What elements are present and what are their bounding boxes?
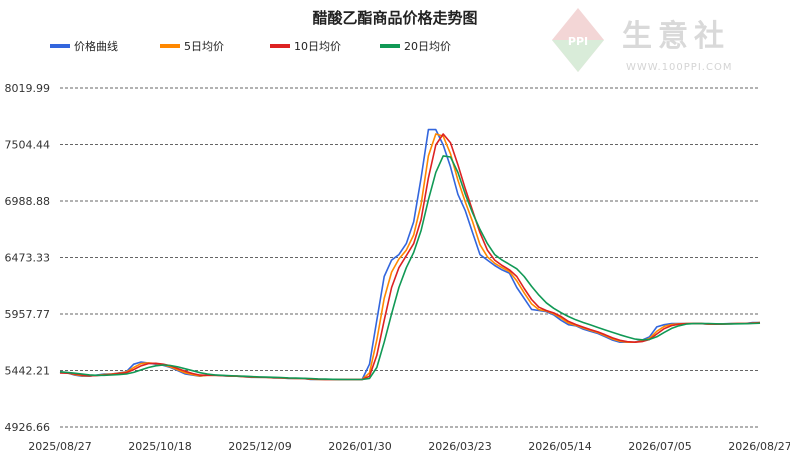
watermark-url: WWW.100PPI.COM	[626, 62, 732, 73]
legend-label: 价格曲线	[74, 39, 118, 53]
y-tick-label: 5957.77	[5, 308, 51, 321]
legend-label: 5日均价	[184, 40, 224, 53]
watermark-logo: PPI	[552, 8, 604, 72]
x-tick-label: 2025/12/09	[228, 440, 291, 453]
x-tick-label: 2025/08/27	[28, 440, 91, 453]
chart-grid	[60, 87, 760, 428]
series-line-3	[59, 155, 761, 381]
chart-series	[59, 128, 761, 381]
chart-legend: 价格曲线 5日均价 10日均价 20日均价	[50, 39, 451, 53]
watermark-logo-text: PPI	[568, 35, 588, 48]
y-tick-label: 5442.21	[5, 365, 51, 378]
legend-swatch	[270, 44, 290, 48]
watermark-name: 生意社	[622, 19, 730, 54]
y-axis-ticks: 4926.66 5442.21 5957.77 6473.33 6988.88 7504.…	[5, 82, 51, 434]
legend-swatch	[160, 44, 180, 48]
y-tick-label: 4926.66	[5, 421, 51, 434]
x-axis-ticks: 2025/08/27 2025/10/18 2025/12/09 2026/01/30…	[28, 440, 790, 453]
chart-title: 醋酸乙酯商品价格走势图	[312, 9, 477, 27]
x-tick-label: 2026/08/27	[728, 440, 790, 453]
y-tick-label: 8019.99	[5, 82, 51, 95]
series-line-0	[59, 128, 760, 381]
x-tick-label: 2026/01/30	[328, 440, 391, 453]
legend-swatch	[380, 44, 400, 48]
legend-label: 10日均价	[294, 40, 341, 53]
legend-label: 20日均价	[404, 40, 451, 53]
series-line-1	[59, 133, 761, 381]
series-line-2	[59, 133, 761, 381]
x-tick-label: 2026/03/23	[428, 440, 491, 453]
y-tick-label: 6473.33	[5, 251, 51, 264]
x-tick-label: 2026/07/05	[628, 440, 691, 453]
x-tick-label: 2025/10/18	[128, 440, 191, 453]
y-tick-label: 6988.88	[5, 195, 51, 208]
y-tick-label: 7504.44	[5, 138, 51, 151]
legend-swatch	[50, 44, 70, 48]
x-tick-label: 2026/05/14	[528, 440, 591, 453]
